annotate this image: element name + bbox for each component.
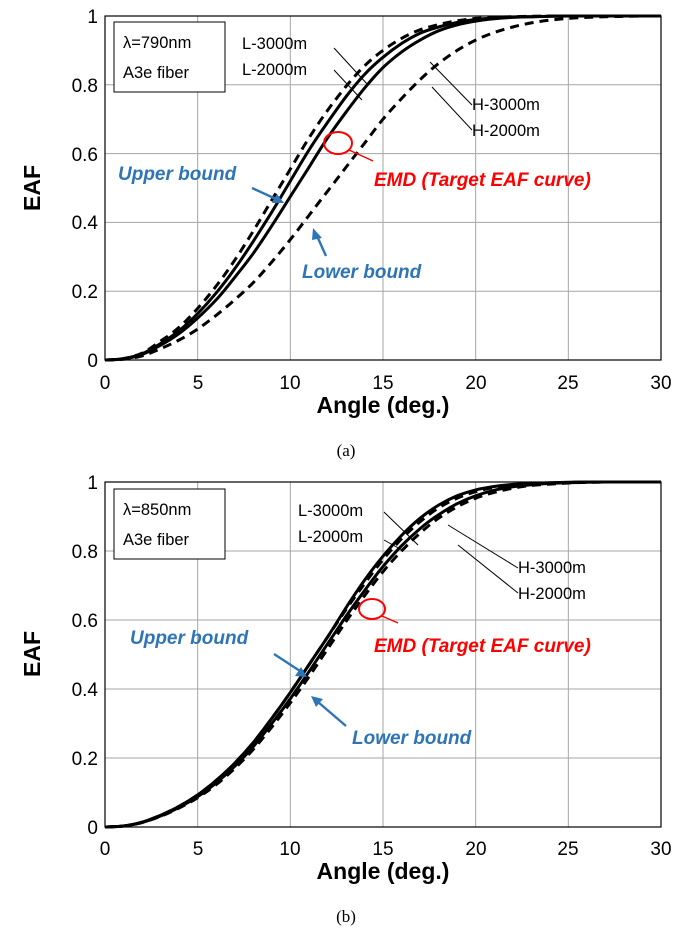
- series-line-lower-bound: [104, 14, 662, 362]
- y-tick-label: 0.4: [72, 680, 99, 701]
- leader-line: [431, 86, 473, 131]
- series-line-lower-bound: [104, 480, 661, 829]
- x-tick-label: 0: [100, 373, 111, 394]
- series-group: [104, 480, 661, 829]
- upper-bound-arrow: [251, 186, 277, 201]
- lower-bound-arrowhead: [312, 228, 322, 240]
- lower-bound-label: Lower bound: [352, 728, 472, 749]
- leader-line: [447, 524, 519, 569]
- curve-label-h2000: H-2000m: [518, 585, 586, 603]
- figure-caption-b: (b): [336, 907, 356, 926]
- y-tick-label: 0.8: [72, 542, 98, 563]
- target-curve-label: EMD (Target EAF curve): [374, 170, 591, 191]
- y-tick-label: 0.4: [72, 213, 99, 234]
- x-tick-label: 30: [650, 373, 671, 394]
- lower-bound-arrow: [315, 235, 328, 257]
- leader-line: [457, 544, 519, 594]
- x-tick-label: 5: [193, 839, 204, 860]
- x-tick-label: 10: [279, 373, 300, 394]
- x-tick-label: 5: [193, 373, 204, 394]
- target-leader-line: [381, 615, 399, 624]
- x-tick-label: 15: [372, 839, 393, 860]
- info-box: [113, 488, 226, 560]
- target-marker-ellipse: [358, 598, 386, 620]
- curve-label-l2000: L-2000m: [242, 61, 307, 79]
- x-tick-label: 20: [465, 839, 486, 860]
- info-box-wavelength: λ=850nm: [123, 501, 191, 519]
- y-tick-label: 0.8: [72, 76, 98, 97]
- leader-line: [383, 539, 403, 551]
- x-axis-label: Angle (deg.): [317, 858, 450, 884]
- y-tick-label: 0.2: [72, 749, 98, 770]
- x-tick-label: 20: [465, 373, 486, 394]
- info-box-fiber: A3e fiber: [123, 64, 190, 82]
- lower-bound-arrowhead: [311, 696, 323, 707]
- chart-panel-b: 0 0.2 0.4 0.6 0.8 1 0 5 10 15 20 25 30 A…: [19, 473, 672, 926]
- info-box: [113, 21, 226, 93]
- plot-frame: [104, 481, 662, 828]
- y-axis-label: EAF: [19, 631, 45, 677]
- y-tick-label: 0: [87, 818, 98, 839]
- leader-line: [333, 47, 369, 86]
- upper-bound-label: Upper bound: [130, 628, 249, 649]
- y-tick-label: 0.6: [72, 145, 98, 166]
- chart-panel-a: 0 0.2 0.4 0.6 0.8 1 0 5 10 15 20 25 30 A…: [19, 7, 672, 460]
- target-curve-label: EMD (Target EAF curve): [374, 636, 591, 657]
- x-tick-label: 10: [279, 839, 300, 860]
- series-group: [104, 14, 662, 362]
- y-tick-label: 1: [87, 473, 98, 494]
- x-tick-label: 25: [557, 839, 578, 860]
- y-tick-label: 1: [87, 7, 98, 28]
- upper-bound-arrowhead: [272, 194, 284, 203]
- curve-label-l3000: L-3000m: [242, 35, 307, 53]
- lower-bound-label: Lower bound: [302, 262, 422, 283]
- figure-caption-a: (a): [337, 441, 356, 460]
- curve-label-l3000: L-3000m: [298, 502, 363, 520]
- curve-label-h3000: H-3000m: [518, 559, 586, 577]
- y-tick-label: 0: [87, 351, 98, 372]
- lower-bound-arrow: [317, 701, 347, 727]
- y-tick-label: 0.6: [72, 611, 98, 632]
- series-line-h-2000m: [104, 14, 661, 362]
- leader-line: [429, 61, 473, 106]
- x-tick-label: 25: [557, 373, 578, 394]
- y-tick-label: 0.2: [72, 282, 98, 303]
- y-axis-label: EAF: [19, 165, 45, 211]
- x-tick-label: 15: [372, 373, 393, 394]
- info-box-wavelength: λ=790nm: [123, 34, 191, 52]
- upper-bound-arrow: [273, 652, 301, 673]
- upper-bound-arrowhead: [295, 667, 307, 677]
- upper-bound-label: Upper bound: [118, 164, 237, 185]
- plot-frame: [104, 15, 662, 361]
- x-tick-label: 30: [650, 839, 671, 860]
- x-tick-label: 0: [100, 839, 111, 860]
- target-leader-line: [348, 149, 374, 162]
- info-box-fiber: A3e fiber: [123, 531, 190, 549]
- curve-label-h3000: H-3000m: [472, 96, 540, 114]
- x-axis-label: Angle (deg.): [317, 392, 450, 418]
- leader-line: [333, 69, 363, 101]
- target-marker-ellipse: [323, 131, 353, 155]
- curve-label-l2000: L-2000m: [298, 528, 363, 546]
- curve-label-h2000: H-2000m: [472, 122, 540, 140]
- leader-line: [383, 511, 419, 546]
